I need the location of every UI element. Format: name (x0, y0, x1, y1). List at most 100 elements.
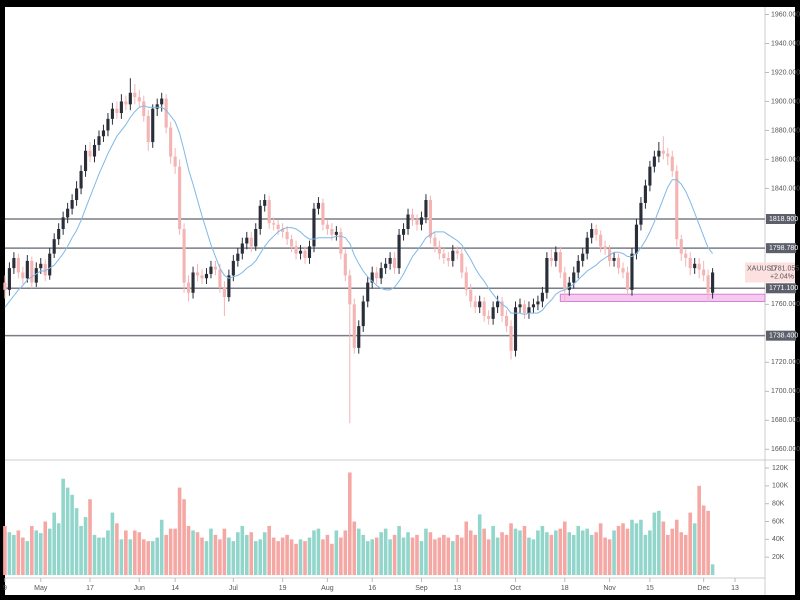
candle-body (16, 257, 20, 273)
x-tick-label: Nov (603, 585, 616, 592)
volume-bar (589, 534, 594, 576)
volume-bar (43, 521, 48, 576)
volume-bar (594, 532, 598, 576)
candle-body (146, 115, 150, 143)
volume-bar (464, 521, 469, 576)
candle-body (222, 286, 226, 298)
candle-body (393, 257, 397, 269)
candle-body (334, 231, 338, 235)
volume-bar (433, 539, 437, 576)
candle-body (92, 144, 97, 157)
volume-bar (70, 494, 74, 576)
candle-body (178, 166, 182, 229)
candle-body (182, 229, 186, 283)
volume-bar (576, 525, 581, 576)
volume-bar (661, 521, 666, 576)
volume-bar (209, 528, 213, 576)
volume-bar (415, 534, 419, 576)
volume-bar (697, 485, 701, 576)
volume-bar (186, 525, 191, 576)
volume-bar (280, 537, 285, 576)
candle-body (169, 127, 173, 157)
volume-bar (3, 525, 7, 576)
volume-bar (191, 530, 195, 576)
volume-bar (124, 530, 128, 576)
price-label-box (745, 262, 795, 283)
candle-body (231, 260, 235, 276)
candle-body (191, 272, 195, 293)
volume-tick-label: 100K (772, 483, 789, 490)
volume-bar (30, 525, 34, 576)
candle-body (366, 282, 370, 302)
volume-bar (312, 530, 316, 576)
y-tick-label: 1840.000 (771, 185, 800, 192)
candle-body (7, 268, 11, 290)
x-tick-label: 17 (86, 585, 94, 592)
candle-body (491, 307, 495, 319)
candle-body (684, 253, 688, 258)
volume-bar (106, 530, 110, 576)
x-tick-label: Dec (697, 585, 710, 592)
candle-body (464, 272, 468, 290)
candle-body (442, 253, 446, 258)
x-tick-label: Jul (229, 585, 238, 592)
volume-bar (173, 528, 177, 576)
candle-body (509, 326, 513, 351)
volume-bar (545, 532, 549, 576)
x-tick-label: 14 (171, 585, 179, 592)
volume-bar (119, 539, 124, 576)
candle-body (267, 200, 271, 224)
volume-bar (621, 523, 625, 576)
candle-body (75, 188, 79, 201)
candle-body (79, 171, 83, 189)
volume-bar (459, 537, 464, 576)
volume-bar (634, 523, 639, 576)
candle-body (513, 307, 518, 351)
candle-body (101, 130, 106, 137)
candle-body (325, 224, 329, 229)
candle-body (3, 282, 7, 290)
volume-bar (137, 532, 142, 576)
level-label: 1738.400 (769, 333, 798, 340)
volume-bar (262, 532, 267, 576)
candle-body (688, 257, 692, 269)
volume-bar (563, 521, 567, 576)
candle-body (142, 101, 146, 116)
volume-bar (289, 539, 294, 576)
candle-body (612, 257, 616, 261)
candle-body (679, 239, 683, 254)
candle-body (151, 108, 155, 143)
candle-body (307, 246, 312, 258)
volume-bar (65, 487, 70, 576)
candle-body (433, 237, 437, 247)
candle-body (124, 101, 128, 105)
volume-bar (200, 537, 204, 576)
candle-body (285, 231, 289, 240)
volume-bar (424, 528, 428, 576)
volume-bar (307, 537, 312, 576)
volume-bar (182, 499, 186, 576)
candle-body (388, 257, 392, 264)
volume-bar (321, 539, 325, 576)
candle-body (128, 92, 132, 105)
candle-body (473, 301, 477, 308)
y-tick-label: 1700.000 (771, 388, 800, 395)
candle-body (61, 217, 65, 229)
volume-bar (527, 537, 531, 576)
candle-body (263, 200, 267, 206)
change-label: +2.04% (770, 273, 794, 280)
candle-body (254, 229, 258, 247)
volume-bar (343, 530, 348, 576)
candle-body (213, 266, 218, 270)
volume-bar (12, 534, 16, 576)
volume-bar (612, 530, 616, 576)
candle-body (460, 253, 464, 273)
volume-bar (451, 541, 455, 576)
volume-bar (334, 530, 339, 576)
candle-body (621, 268, 625, 273)
candle-body (599, 234, 603, 247)
candle-body (88, 150, 92, 157)
candle-body (482, 301, 486, 316)
volume-bar (486, 539, 491, 576)
volume-bar (128, 539, 133, 576)
